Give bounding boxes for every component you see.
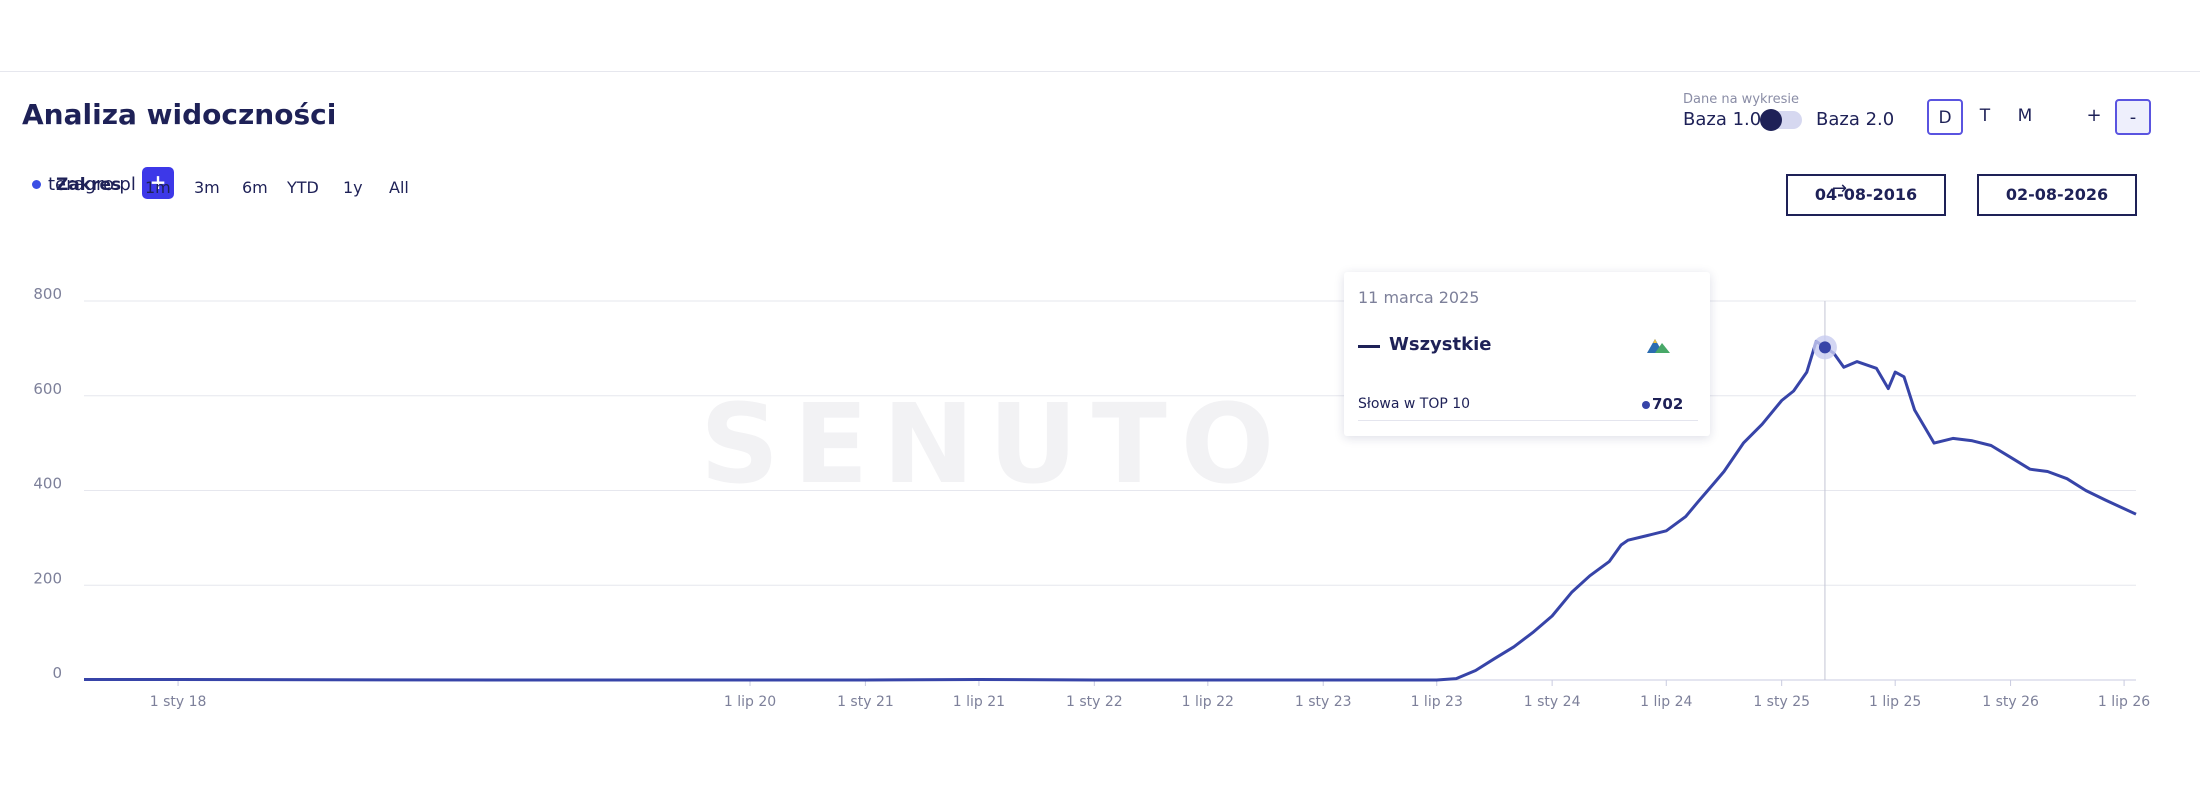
tooltip-divider xyxy=(1358,420,1698,421)
range-arrow-icon: → xyxy=(1832,178,1848,199)
x-tick-label: 1 lip 23 xyxy=(1411,694,1463,710)
x-tick-label: 1 lip 26 xyxy=(2098,694,2150,710)
range-3m-button[interactable]: 3m xyxy=(194,178,220,197)
x-tick-label: 1 sty 24 xyxy=(1524,694,1581,710)
tooltip-value-dot-icon xyxy=(1642,401,1650,409)
chart-tooltip: 11 marca 2025 Wszystkie Słowa w TOP 10 7… xyxy=(1344,272,1710,436)
x-tick-label: 1 lip 22 xyxy=(1182,694,1234,710)
x-tick-label: 1 sty 22 xyxy=(1066,694,1123,710)
x-tick-label: 1 lip 21 xyxy=(953,694,1005,710)
range-6m-button[interactable]: 6m xyxy=(242,178,268,197)
y-tick-label: 200 xyxy=(33,569,62,587)
x-tick-label: 1 lip 24 xyxy=(1640,694,1692,710)
tooltip-series-name: Wszystkie xyxy=(1389,334,1492,355)
x-tick-label: 1 sty 26 xyxy=(1982,694,2039,710)
top-bar xyxy=(0,0,2200,72)
x-tick-label: 1 sty 21 xyxy=(837,694,894,710)
y-tick-label: 400 xyxy=(33,475,62,493)
mountain-logo-icon xyxy=(1647,339,1670,353)
y-tick-label: 0 xyxy=(52,664,62,682)
date-to-input[interactable]: 02-08-2026 xyxy=(1977,174,2137,216)
x-tick-label: 1 sty 23 xyxy=(1295,694,1352,710)
y-tick-label: 800 xyxy=(33,285,62,303)
range-1m-button[interactable]: 1m xyxy=(145,178,171,197)
tooltip-metric-label: Słowa w TOP 10 xyxy=(1358,396,1471,412)
tooltip-series-line-icon xyxy=(1358,345,1380,348)
watermark-logo: SENUTO xyxy=(700,380,1289,508)
y-tick-label: 600 xyxy=(33,380,62,398)
range-label: Zakres xyxy=(56,175,122,195)
highlight-point xyxy=(1818,341,1831,354)
date-from-input[interactable]: 04-08-2016 xyxy=(1786,174,1946,216)
range-1y-button[interactable]: 1y xyxy=(343,178,363,197)
x-tick-label: 1 lip 25 xyxy=(1869,694,1921,710)
tooltip-metric-value: 702 xyxy=(1652,395,1684,413)
range-all-button[interactable]: All xyxy=(389,178,409,197)
tooltip-date: 11 marca 2025 xyxy=(1358,288,1480,307)
x-tick-label: 1 lip 20 xyxy=(724,694,776,710)
series-line xyxy=(84,339,2137,682)
range-ytd-button[interactable]: YTD xyxy=(287,178,319,197)
x-tick-label: 1 sty 25 xyxy=(1753,694,1810,710)
x-tick-label: 1 sty 18 xyxy=(150,694,207,710)
